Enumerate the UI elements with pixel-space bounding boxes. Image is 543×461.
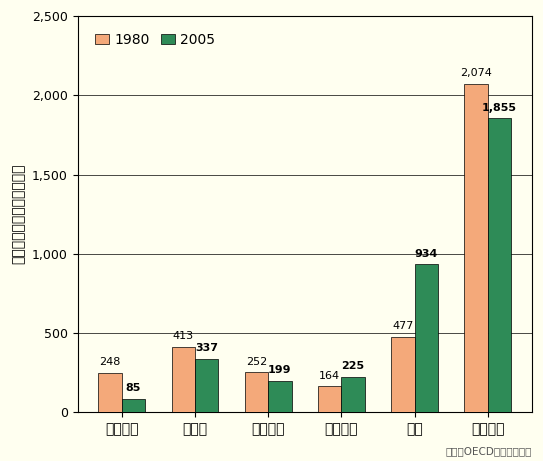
Bar [391, 337, 415, 412]
Legend: 1980, 2005: 1980, 2005 [89, 27, 220, 52]
Bar [98, 373, 122, 412]
Bar [415, 264, 438, 412]
Bar [172, 347, 195, 412]
Text: 934: 934 [415, 249, 438, 259]
Bar [268, 381, 292, 412]
Text: 477: 477 [392, 321, 414, 331]
Bar [464, 83, 488, 412]
Text: 337: 337 [195, 343, 218, 354]
Text: 248: 248 [99, 357, 121, 367]
Text: 413: 413 [173, 331, 194, 341]
Bar [245, 372, 268, 412]
Text: 225: 225 [342, 361, 365, 371]
Text: 出典：OECD資料より作成: 出典：OECD資料より作成 [446, 446, 532, 456]
Y-axis label: 交通事故件数（千件／年）: 交通事故件数（千件／年） [11, 164, 25, 265]
Bar [122, 399, 145, 412]
Text: 199: 199 [268, 365, 292, 375]
Bar [488, 118, 512, 412]
Bar [195, 359, 218, 412]
Text: 2,074: 2,074 [460, 68, 492, 78]
Bar [342, 377, 365, 412]
Text: 252: 252 [246, 357, 267, 367]
Bar [318, 386, 342, 412]
Text: 85: 85 [126, 383, 141, 393]
Text: 1,855: 1,855 [482, 103, 517, 113]
Text: 164: 164 [319, 371, 340, 381]
